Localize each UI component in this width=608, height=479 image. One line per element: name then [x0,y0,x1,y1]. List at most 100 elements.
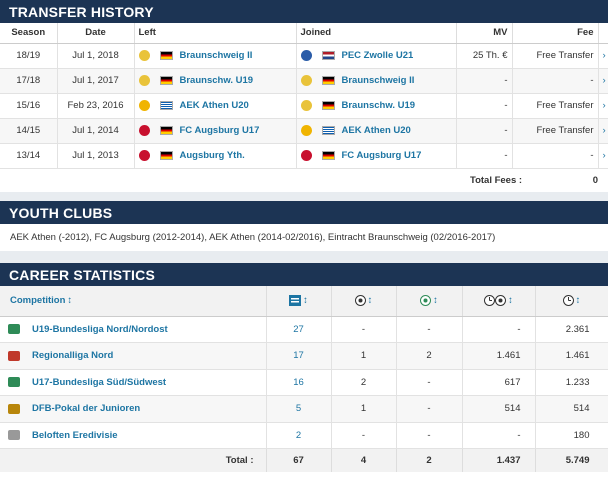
left-club-cell: Braunschweig II [134,43,297,69]
competition-cell: DFB-Pokal der Junioren [0,395,267,423]
joined-club-link[interactable]: Braunschw. U19 [341,100,416,111]
joined-club-cell: PEC Zwolle U21 [296,43,457,69]
competition-logo-icon [8,430,20,441]
date-cell: Jul 1, 2014 [57,118,135,144]
club-crest-icon[interactable] [300,49,312,61]
row-arrow-icon[interactable]: › [598,43,608,69]
min-per-goal-cell: 1.461 [462,342,536,370]
country-flag-icon [159,150,173,160]
career-row: U17-Bundesliga Süd/Südwest 16 2-617 1.233 [0,369,608,396]
left-club-link[interactable]: AEK Athen U20 [179,100,249,111]
market-value-cell: - [456,118,513,144]
left-club-link[interactable]: Braunschw. U19 [179,75,254,86]
row-arrow-icon[interactable]: › [598,93,608,119]
club-crest-icon[interactable] [138,149,150,161]
apps-link[interactable]: 16 [266,369,332,396]
transfer-row[interactable]: 18/19 Jul 1, 2018 Braunschweig II PEC Zwoll… [0,43,608,69]
transfer-row[interactable]: 13/14 Jul 1, 2013 Augsburg Yth. FC Augsburg… [0,143,608,169]
competition-header-label: Competition [10,295,66,307]
competition-link[interactable]: U19-Bundesliga Nord/Nordost [32,323,168,335]
season-cell: 14/15 [0,118,58,144]
career-table: Competition ↕ ↕ ↕ ↕ ↕ ↕ U19-Bundesliga No… [0,286,608,472]
career-statistics-title: CAREER STATISTICS [0,263,608,286]
assists-sort-header[interactable]: ↕ [396,286,463,317]
market-value-cell: 25 Th. € [456,43,513,69]
country-flag-icon [159,75,173,85]
country-flag-icon [159,125,173,135]
total-fees-label: Total Fees : [469,174,523,186]
row-arrow-icon[interactable]: › [598,143,608,169]
min-per-goal-cell: 617 [462,369,536,396]
left-club-link[interactable]: FC Augsburg U17 [179,125,260,136]
club-crest-icon[interactable] [300,124,312,136]
date-cell: Jul 1, 2017 [57,68,135,94]
club-crest-icon[interactable] [138,99,150,111]
apps-link[interactable]: 2 [266,422,332,449]
joined-club-link[interactable]: PEC Zwolle U21 [341,50,414,61]
competition-logo-icon [8,377,20,388]
transfer-row[interactable]: 17/18 Jul 1, 2017 Braunschw. U19 Braunschwe… [0,68,608,94]
club-crest-icon[interactable] [300,74,312,86]
competition-cell: Beloften Eredivisie [0,422,267,449]
col-fee: Fee [512,23,599,44]
youth-clubs-text: AEK Athen (-2012), FC Augsburg (2012-201… [10,232,496,243]
club-crest-icon[interactable] [138,74,150,86]
assists-icon [420,295,432,307]
minutes-cell: 180 [535,422,608,449]
joined-club-link[interactable]: Braunschweig II [341,75,415,86]
transfer-history-title: TRANSFER HISTORY [0,0,608,23]
career-row: Regionalliga Nord 17 1 2 1.461 1.461 [0,342,608,370]
club-crest-icon[interactable] [138,49,150,61]
row-arrow-icon[interactable]: › [598,68,608,94]
goals-cell: 2 [331,369,397,396]
goals-sort-header[interactable]: ↕ [331,286,397,317]
sort-icon: ↕ [367,295,373,307]
goals-cell: - [331,316,397,343]
club-crest-icon[interactable] [300,149,312,161]
fee-cell: Free Transfer [512,93,599,119]
youth-clubs-title: YOUTH CLUBS [0,201,608,224]
appearances-sort-header[interactable]: ↕ [266,286,332,317]
club-crest-icon[interactable] [300,99,312,111]
goals-cell: - [331,422,397,449]
row-arrow-icon[interactable]: › [598,118,608,144]
joined-club-cell: FC Augsburg U17 [296,143,457,169]
transfer-header-row: Season Date Left Joined MV Fee [0,23,608,44]
joined-club-link[interactable]: AEK Athen U20 [341,125,411,136]
sort-icon: ↕ [303,295,308,307]
apps-link[interactable]: 5 [266,395,332,423]
competition-link[interactable]: Beloften Eredivisie [32,429,118,441]
total-min-per-goal: 1.437 [462,448,536,472]
transfer-row[interactable]: 14/15 Jul 1, 2014 FC Augsburg U17 AEK Athen… [0,118,608,144]
col-season: Season [0,23,58,44]
date-cell: Feb 23, 2016 [57,93,135,119]
left-club-link[interactable]: Augsburg Yth. [179,150,245,161]
col-date: Date [57,23,135,44]
career-statistics-box: CAREER STATISTICS Competition ↕ ↕ ↕ ↕ ↕ ↕ [0,263,608,479]
country-flag-icon [321,75,335,85]
col-joined: Joined [296,23,457,44]
minutes-per-goal-sort-header[interactable]: ↕ [462,286,536,317]
left-club-cell: AEK Athen U20 [134,93,297,119]
joined-club-link[interactable]: FC Augsburg U17 [341,150,422,161]
competition-link[interactable]: U17-Bundesliga Süd/Südwest [32,376,167,388]
competition-link[interactable]: DFB-Pokal der Junioren [32,403,141,415]
left-club-link[interactable]: Braunschweig II [179,50,253,61]
apps-link[interactable]: 17 [266,342,332,370]
total-fees-value: 0 [592,174,598,186]
joined-club-cell: Braunschw. U19 [296,93,457,119]
club-crest-icon[interactable] [138,124,150,136]
minutes-cell: 1.461 [535,342,608,370]
country-flag-icon [321,100,335,110]
transfer-row[interactable]: 15/16 Feb 23, 2016 AEK Athen U20 Braunschw.… [0,93,608,119]
minutes-cell: 2.361 [535,316,608,343]
minutes-sort-header[interactable]: ↕ [535,286,608,317]
min-per-goal-cell: - [462,422,536,449]
competition-cell: Regionalliga Nord [0,342,267,370]
competition-sort-header[interactable]: Competition ↕ [0,286,267,317]
apps-link[interactable]: 27 [266,316,332,343]
market-value-cell: - [456,93,513,119]
minutes-per-goal-icon [484,295,507,307]
competition-link[interactable]: Regionalliga Nord [32,350,114,362]
min-per-goal-cell: 514 [462,395,536,423]
